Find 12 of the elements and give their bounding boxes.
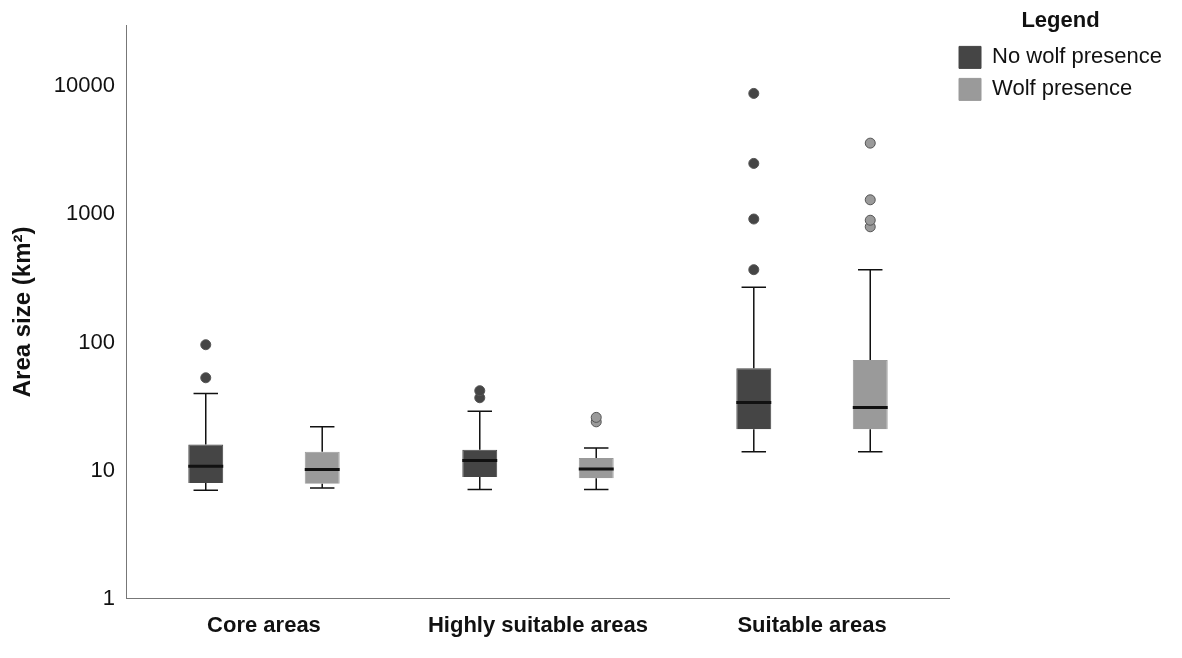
- x-tick-label: Highly suitable areas: [427, 611, 649, 637]
- x-tick-label: Core areas: [207, 611, 321, 637]
- legend-label: No wolf presence: [992, 43, 1163, 69]
- legend-title: Legend: [1021, 7, 1100, 33]
- y-tick-label: 10: [90, 456, 115, 482]
- y-tick-label: 100: [78, 328, 115, 354]
- x-tick-label: Suitable areas: [737, 611, 887, 637]
- y-axis-title: Area size (km²): [8, 226, 36, 398]
- y-tick-label: 10000: [53, 72, 115, 98]
- y-tick-label: 1000: [66, 200, 115, 226]
- legend-label: Wolf presence: [992, 75, 1133, 101]
- y-tick-label: 1: [102, 584, 115, 610]
